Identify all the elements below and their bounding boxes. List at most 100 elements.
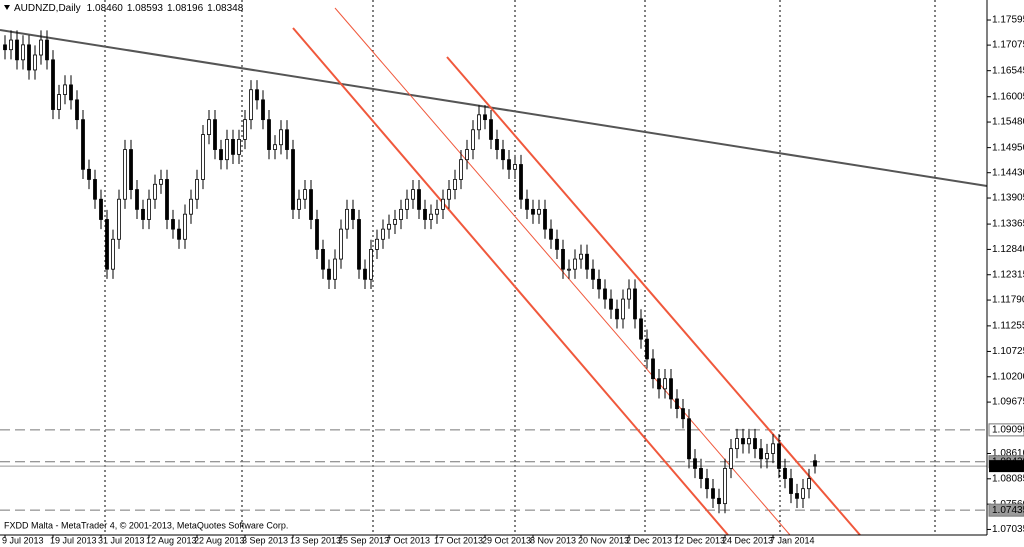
candles bbox=[3, 30, 817, 514]
candle-body bbox=[45, 39, 49, 61]
candle-body bbox=[471, 129, 475, 150]
candle-body bbox=[87, 168, 91, 180]
candle-body bbox=[783, 468, 787, 479]
candle-body bbox=[777, 443, 781, 469]
y-tick-label: 1.17075 bbox=[992, 40, 1024, 51]
candle-body bbox=[399, 208, 403, 220]
x-tick-label: 7 Jan 2014 bbox=[770, 535, 815, 545]
candle-body bbox=[561, 249, 565, 270]
candle-body bbox=[705, 478, 709, 490]
x-tick-label: 8 Nov 2013 bbox=[530, 535, 576, 545]
candle-body bbox=[645, 338, 649, 360]
candle-body bbox=[165, 179, 169, 220]
candle-body bbox=[315, 219, 319, 250]
y-tick-label: 1.17595 bbox=[992, 15, 1024, 26]
candle-body bbox=[591, 268, 595, 280]
candle-body bbox=[753, 438, 757, 450]
candle-body bbox=[405, 198, 409, 210]
candle-body bbox=[207, 119, 211, 135]
candle-body bbox=[813, 460, 817, 467]
candle-body bbox=[111, 238, 115, 270]
candle-body bbox=[147, 198, 151, 220]
candle-body bbox=[723, 468, 727, 505]
x-tick-label: 3 Sep 2013 bbox=[242, 535, 288, 545]
candle-body bbox=[375, 238, 379, 250]
x-tick-label: 12 Dec 2013 bbox=[674, 535, 725, 545]
candle-body bbox=[795, 493, 799, 499]
candle-body bbox=[489, 119, 493, 140]
candle-body bbox=[387, 223, 391, 230]
candle-body bbox=[537, 208, 541, 215]
candle-body bbox=[357, 219, 361, 270]
x-tick-label: 13 Sep 2013 bbox=[290, 535, 341, 545]
y-tick-label: 1.08085 bbox=[992, 473, 1024, 484]
y-tick-label: 1.10725 bbox=[992, 346, 1024, 357]
candle-body bbox=[183, 213, 187, 240]
candle-body bbox=[801, 488, 805, 499]
candle-body bbox=[549, 228, 553, 240]
levels bbox=[0, 429, 987, 511]
candle-body bbox=[15, 39, 19, 61]
level-label-box bbox=[988, 423, 1024, 437]
level-label-box bbox=[988, 503, 1024, 517]
candle-body bbox=[141, 208, 145, 220]
level-label: 1.07435 bbox=[992, 505, 1024, 516]
candle-body bbox=[363, 268, 367, 280]
y-tick-label: 1.11790 bbox=[992, 295, 1024, 306]
candle-body bbox=[351, 208, 355, 220]
candle-body bbox=[417, 189, 421, 210]
y-tick-label: 1.14430 bbox=[992, 167, 1024, 178]
y-tick-label: 1.12840 bbox=[992, 244, 1024, 255]
candle-body bbox=[105, 219, 109, 270]
candle-body bbox=[555, 238, 559, 250]
candle-body bbox=[21, 44, 25, 61]
x-tick-label: 12 Aug 2013 bbox=[146, 535, 197, 545]
candle-body bbox=[525, 198, 529, 210]
candle-body bbox=[519, 164, 523, 200]
candle-body bbox=[735, 438, 739, 450]
candle-body bbox=[495, 139, 499, 150]
x-tick-label: 31 Jul 2013 bbox=[98, 535, 145, 545]
candle-body bbox=[291, 149, 295, 210]
candle-body bbox=[153, 183, 157, 200]
candle-body bbox=[609, 298, 613, 310]
candle-body bbox=[711, 488, 715, 499]
candle-body bbox=[33, 54, 37, 71]
candle-body bbox=[699, 468, 703, 479]
candle-body bbox=[69, 84, 73, 101]
x-tick-label: 25 Sep 2013 bbox=[338, 535, 389, 545]
y-tick-label: 1.14950 bbox=[992, 142, 1024, 153]
candle-body bbox=[327, 268, 331, 280]
candle-body bbox=[597, 278, 601, 290]
menu-arrow[interactable] bbox=[4, 5, 10, 10]
candle-body bbox=[615, 308, 619, 320]
candle-body bbox=[231, 139, 235, 155]
candle-body bbox=[9, 39, 13, 51]
candle-body bbox=[189, 198, 193, 215]
candle-body bbox=[75, 99, 79, 121]
candle-body bbox=[129, 149, 133, 190]
candle-body bbox=[675, 398, 679, 410]
candle-body bbox=[807, 478, 811, 490]
candle-body bbox=[681, 408, 685, 420]
y-tick-label: 1.11255 bbox=[992, 321, 1024, 332]
candle-body bbox=[309, 189, 313, 220]
y-tick-label: 1.15480 bbox=[992, 117, 1024, 128]
candle-body bbox=[195, 179, 199, 200]
candle-body bbox=[687, 418, 691, 460]
candle-body bbox=[465, 149, 469, 161]
x-tick-label: 9 Jul 2013 bbox=[2, 535, 44, 545]
candle-body bbox=[255, 89, 259, 101]
candle-body bbox=[381, 228, 385, 240]
candle-body bbox=[171, 219, 175, 230]
x-tick-label: 19 Jul 2013 bbox=[50, 535, 97, 545]
candle-body bbox=[657, 378, 661, 390]
candle-body bbox=[585, 253, 589, 270]
candle-body bbox=[747, 438, 751, 445]
candle-body bbox=[339, 228, 343, 260]
footer: FXDD Malta - MetaTrader 4, © 2001-2013, … bbox=[4, 520, 288, 530]
candle-body bbox=[27, 44, 31, 71]
candle-body bbox=[201, 134, 205, 180]
y-tick-label: 1.16545 bbox=[992, 65, 1024, 76]
candle-body bbox=[51, 59, 55, 110]
